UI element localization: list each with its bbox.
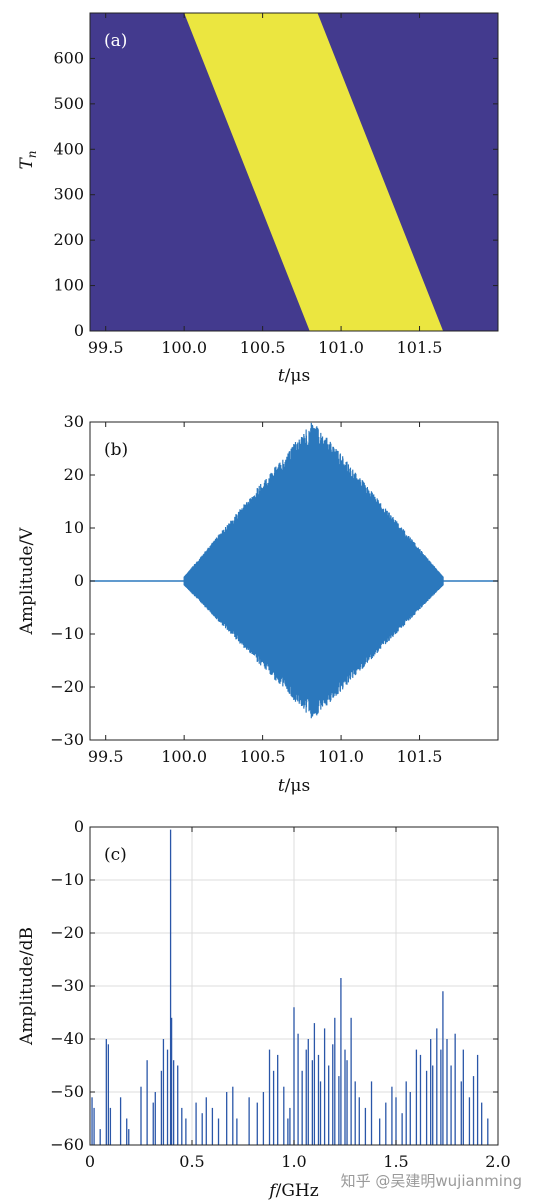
y-tick-label: 200: [53, 230, 84, 249]
y-tick-label: 600: [53, 48, 84, 67]
panel-a-label: (a): [104, 31, 127, 51]
panel-b-y-ticks: 30 20 10 0 −10 −20 −30: [50, 412, 498, 749]
x-tick-label: 0: [85, 1152, 95, 1171]
watermark: 知乎 @吴建明wujianming: [341, 1172, 522, 1190]
y-tick-label: 500: [53, 94, 84, 113]
x-tick-label: 1.5: [383, 1152, 408, 1171]
spectrum-series: [91, 829, 489, 1145]
panel-c: 0 0.5 1.0 1.5 2.0 0 −10 −20 −30 −40 −50 −60 (c) f/…: [17, 817, 511, 1201]
signal-trace: [183, 422, 444, 719]
y-tick-label: −40: [50, 1029, 84, 1048]
y-tick-label: 0: [74, 817, 84, 836]
panel-c-x-ticks: 0 0.5 1.0 1.5 2.0: [85, 827, 511, 1171]
x-tick-label: 2.0: [485, 1152, 510, 1171]
x-tick-label: 99.5: [88, 747, 124, 766]
panel-a-y-ticks: 0 100 200 300 400 500 600: [53, 48, 498, 340]
panel-c-ylabel: Amplitude/dB: [17, 927, 37, 1046]
x-tick-label: 101.0: [318, 338, 364, 357]
panel-c-label: (c): [104, 845, 127, 865]
panel-c-y-ticks: 0 −10 −20 −30 −40 −50 −60: [50, 817, 498, 1154]
y-tick-label: −30: [50, 730, 84, 749]
y-tick-label: 30: [64, 412, 84, 431]
y-tick-label: −50: [50, 1082, 84, 1101]
y-tick-label: 400: [53, 139, 84, 158]
panel-a-x-ticks: 99.5 100.0 100.5 101.0 101.5: [88, 13, 443, 357]
y-tick-label: −20: [50, 923, 84, 942]
panel-b-x-ticks: 99.5 100.0 100.5 101.0 101.5: [88, 422, 443, 766]
panel-a-xlabel: t/μs: [278, 366, 310, 386]
panel-a-ylabel: Tn: [17, 150, 39, 169]
y-tick-label: −10: [50, 870, 84, 889]
x-tick-label: 101.0: [318, 747, 364, 766]
x-tick-label: 101.5: [397, 338, 443, 357]
y-tick-label: 0: [74, 571, 84, 590]
x-tick-label: 100.5: [240, 747, 286, 766]
x-tick-label: 101.5: [397, 747, 443, 766]
panel-c-xlabel: f/GHz: [267, 1181, 318, 1201]
y-tick-label: 300: [53, 185, 84, 204]
x-tick-label: 100.0: [161, 747, 207, 766]
x-tick-label: 99.5: [88, 338, 124, 357]
y-tick-label: −20: [50, 677, 84, 696]
panel-b-ylabel: Amplitude/V: [17, 527, 37, 636]
panel-b: 99.5 100.0 100.5 101.0 101.5 30 20 10 0 −10 −20 −3…: [17, 412, 499, 796]
x-tick-label: 100.5: [240, 338, 286, 357]
panel-a: 99.5 100.0 100.5 101.0 101.5 0 100 200 300 400 50…: [17, 12, 499, 386]
signal-series: [90, 422, 498, 719]
heatmap-band: [184, 13, 444, 331]
panel-a-frame: [89, 12, 499, 332]
y-tick-label: 20: [64, 465, 84, 484]
y-tick-label: 10: [64, 518, 84, 537]
y-tick-label: 100: [53, 276, 84, 295]
y-tick-label: −60: [50, 1135, 84, 1154]
x-tick-label: 1.0: [281, 1152, 306, 1171]
panel-b-label: (b): [104, 440, 128, 460]
y-tick-label: 0: [74, 321, 84, 340]
y-tick-label: −30: [50, 976, 84, 995]
y-tick-label: −10: [50, 624, 84, 643]
panel-b-xlabel: t/μs: [278, 776, 310, 796]
x-tick-label: 100.0: [161, 338, 207, 357]
x-tick-label: 0.5: [179, 1152, 204, 1171]
